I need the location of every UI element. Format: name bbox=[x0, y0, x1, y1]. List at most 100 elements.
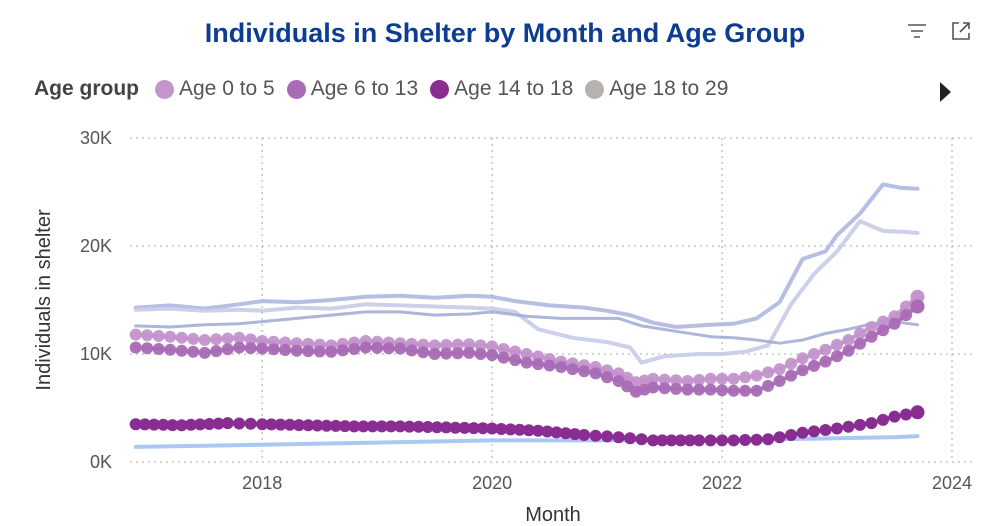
data-point bbox=[513, 423, 526, 436]
data-point bbox=[244, 333, 257, 346]
data-point bbox=[405, 344, 418, 357]
legend-marker bbox=[155, 79, 174, 99]
data-point bbox=[320, 419, 333, 432]
data-point bbox=[647, 381, 660, 394]
data-point bbox=[704, 372, 717, 385]
data-point bbox=[647, 434, 660, 447]
series-line-series-a-upper-line- bbox=[133, 182, 920, 329]
legend-marker bbox=[286, 79, 306, 99]
legend-marker bbox=[430, 79, 450, 99]
legend-item-age-14-18[interactable]: Age 14 to 18 bbox=[430, 77, 573, 101]
data-point bbox=[750, 369, 763, 382]
data-point bbox=[311, 419, 324, 432]
data-point bbox=[831, 350, 843, 363]
data-point bbox=[164, 343, 177, 356]
series-line-age-18-to-29 bbox=[133, 434, 920, 449]
data-point bbox=[440, 347, 453, 360]
data-point bbox=[854, 418, 866, 431]
legend-next-arrow-icon[interactable] bbox=[940, 82, 951, 102]
data-point bbox=[910, 289, 925, 304]
data-point bbox=[796, 426, 809, 439]
data-point bbox=[773, 363, 786, 376]
y-tick-label: 0K bbox=[90, 452, 112, 472]
data-point bbox=[854, 337, 866, 350]
series-line-series-c-mid-line- bbox=[134, 310, 919, 345]
data-point bbox=[716, 372, 729, 385]
data-point bbox=[910, 405, 925, 420]
data-point bbox=[348, 343, 361, 355]
data-point bbox=[520, 356, 533, 369]
data-point bbox=[900, 408, 912, 421]
data-point bbox=[265, 418, 278, 431]
data-point bbox=[129, 341, 142, 354]
data-point bbox=[486, 422, 499, 435]
data-point bbox=[842, 334, 855, 346]
data-point bbox=[449, 421, 462, 434]
data-point bbox=[773, 375, 786, 387]
data-point bbox=[773, 431, 786, 444]
data-point bbox=[431, 421, 443, 434]
data-point bbox=[509, 354, 522, 367]
data-point bbox=[440, 421, 453, 434]
legend-title: Age group bbox=[34, 77, 139, 100]
data-point bbox=[325, 345, 338, 358]
legend-item-age-6-13[interactable]: Age 6 to 13 bbox=[286, 77, 418, 101]
data-point bbox=[212, 417, 225, 430]
data-point bbox=[910, 299, 925, 314]
data-point bbox=[141, 329, 154, 342]
data-point bbox=[375, 420, 388, 433]
legend-item-age-18-29[interactable]: Age 18 to 29 bbox=[585, 77, 728, 101]
data-point bbox=[681, 375, 694, 387]
data-point bbox=[138, 418, 151, 431]
data-point bbox=[467, 422, 480, 435]
data-point bbox=[750, 384, 763, 397]
data-point bbox=[336, 344, 349, 357]
data-point bbox=[555, 361, 568, 373]
data-point bbox=[750, 433, 763, 446]
data-point bbox=[497, 343, 510, 355]
x-tick-label: 2018 bbox=[242, 473, 282, 493]
data-point bbox=[578, 365, 591, 378]
data-point bbox=[451, 347, 464, 360]
data-point bbox=[463, 338, 476, 351]
data-point bbox=[486, 349, 499, 362]
x-tick-label: 2020 bbox=[472, 473, 512, 493]
data-point bbox=[739, 384, 752, 397]
legend-label: Age 14 to 18 bbox=[454, 77, 574, 100]
data-point bbox=[166, 419, 179, 432]
data-point bbox=[566, 363, 579, 376]
legend-item-age-0-5[interactable]: Age 0 to 5 bbox=[155, 77, 275, 101]
legend-label: Age 0 to 5 bbox=[179, 77, 275, 100]
data-point bbox=[403, 420, 416, 433]
data-point bbox=[184, 418, 197, 431]
y-tick-label: 20K bbox=[80, 236, 112, 256]
data-point bbox=[164, 330, 177, 343]
data-point bbox=[842, 420, 855, 433]
filter-icon[interactable] bbox=[906, 20, 928, 42]
data-point bbox=[808, 425, 820, 438]
data-point bbox=[187, 332, 200, 345]
data-point bbox=[348, 420, 361, 433]
data-point bbox=[302, 345, 315, 358]
data-point bbox=[568, 428, 581, 441]
data-point bbox=[428, 348, 441, 360]
data-point bbox=[865, 330, 878, 343]
data-point bbox=[831, 338, 843, 351]
data-point bbox=[233, 331, 246, 344]
data-point bbox=[279, 344, 292, 356]
legend-marker bbox=[585, 79, 605, 99]
focus-mode-icon[interactable] bbox=[950, 20, 972, 42]
data-point bbox=[693, 434, 706, 447]
data-point bbox=[683, 434, 696, 447]
data-point bbox=[888, 317, 901, 330]
data-point bbox=[152, 330, 165, 342]
y-tick-label: 30K bbox=[80, 128, 112, 148]
data-point bbox=[670, 382, 683, 395]
data-point bbox=[256, 418, 269, 431]
data-point bbox=[647, 372, 660, 385]
data-point bbox=[520, 348, 533, 360]
data-point bbox=[543, 359, 556, 372]
data-point bbox=[877, 324, 889, 337]
data-point bbox=[486, 340, 499, 353]
